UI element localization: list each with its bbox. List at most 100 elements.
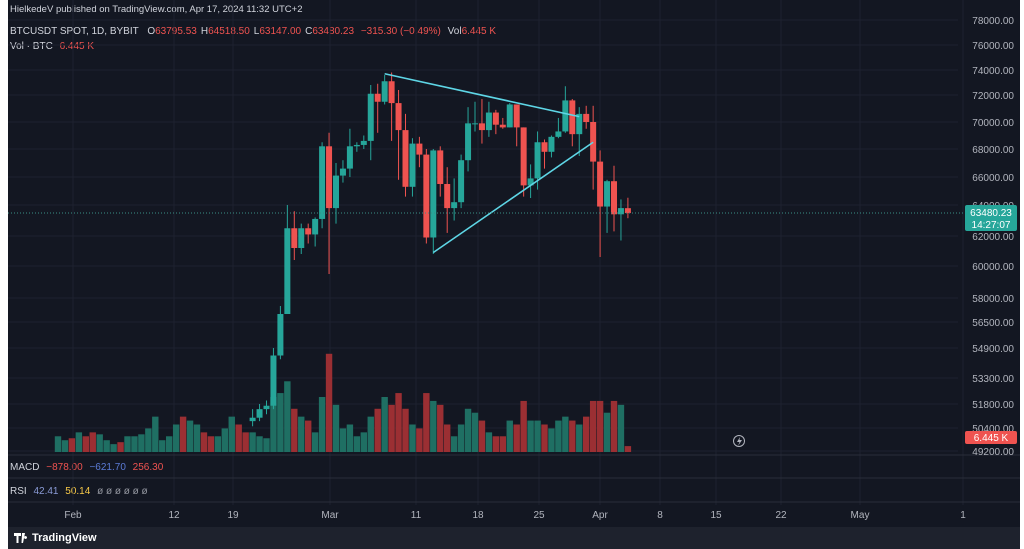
volume-bar	[596, 400, 604, 452]
volume-bar	[159, 440, 166, 452]
volume-bar	[450, 436, 458, 452]
volume-bar	[548, 428, 555, 452]
volume-bar	[131, 436, 138, 452]
tradingview-logo-icon	[14, 533, 28, 543]
time-tick-label: 25	[533, 510, 545, 521]
volume-bar	[569, 420, 576, 452]
volume-bar	[339, 428, 347, 452]
volume-bar	[583, 416, 590, 452]
volume-bar	[395, 393, 402, 452]
candle-body	[520, 127, 527, 186]
volume-bar	[478, 420, 486, 452]
volume-bar	[541, 424, 548, 452]
macd-label: MACD	[10, 462, 40, 473]
volume-bar	[284, 381, 291, 452]
volume-bar	[75, 432, 83, 452]
lightning-icon	[733, 435, 745, 447]
time-tick-label: Mar	[321, 510, 339, 521]
ohlc-key-o: O	[147, 26, 156, 37]
volume-bar	[332, 404, 340, 452]
volume-bar	[221, 428, 228, 452]
macd-value-3: 256.30	[132, 462, 164, 473]
macd-value-2: −621.70	[89, 462, 126, 473]
candle-body	[249, 417, 256, 422]
rsi-na-values: ø ø ø ø ø ø	[97, 486, 148, 497]
price-tick-label: 68000.00	[972, 145, 1014, 156]
candles	[249, 72, 631, 427]
volume-badge-label: 6.445 K	[974, 433, 1009, 444]
candle-body	[624, 208, 631, 214]
volume-legend[interactable]: Vol · BTC 6.445 K	[10, 41, 94, 52]
volume-bar	[499, 436, 506, 452]
time-tick-label: 22	[775, 510, 787, 521]
volume-bar	[562, 416, 569, 452]
volume-bar	[610, 400, 618, 452]
price-tick-label: 62000.00	[972, 232, 1014, 243]
footer-brand[interactable]: TradingView	[32, 532, 97, 544]
volume-bar	[353, 436, 361, 452]
candle-body	[346, 146, 353, 169]
symbol-title[interactable]: BTCUSDT SPOT, 1D, BYBIT	[10, 26, 139, 37]
time-tick-label: May	[851, 510, 870, 521]
volume-bar	[346, 424, 354, 452]
volume-bar	[311, 432, 319, 452]
time-tick-label: 1	[960, 510, 966, 521]
candle-body	[548, 136, 555, 152]
volume-bar	[193, 424, 201, 452]
volume-bar	[360, 432, 367, 452]
volume-bar	[437, 404, 444, 452]
candle-body	[499, 124, 506, 128]
volume-bar	[513, 424, 520, 452]
volume-bar	[402, 408, 409, 452]
candle-body	[527, 178, 534, 186]
volume-bar	[617, 404, 625, 452]
volume-legend-value: 6.445 K	[59, 41, 95, 52]
volume-bar	[464, 408, 472, 452]
candle-body	[534, 142, 541, 179]
volume-badge	[965, 431, 1017, 444]
time-tick-label: 12	[168, 510, 180, 521]
time-tick-label: 15	[710, 510, 722, 521]
candle-body	[569, 100, 576, 135]
volume-bar	[624, 446, 632, 452]
price-tick-label: 51800.00	[972, 400, 1014, 411]
last-price-label: 63480.23	[970, 208, 1012, 219]
ohlc-key-l: L	[253, 26, 260, 37]
trendlines	[8, 72, 963, 254]
candle-body	[458, 160, 465, 203]
macd-legend[interactable]: MACD −878.00 −621.70 256.30	[10, 462, 163, 473]
candle-body	[284, 228, 291, 314]
candle-body	[555, 131, 562, 137]
symbol-legend: BTCUSDT SPOT, 1D, BYBIT O63795.53 H64518.…	[10, 26, 496, 37]
price-tick-label: 60000.00	[972, 262, 1014, 273]
time-tick-label: 11	[411, 510, 422, 521]
candle-body	[437, 150, 444, 184]
candle-body	[298, 228, 305, 248]
candle-body	[423, 154, 430, 238]
candle-body	[395, 103, 402, 131]
volume-bar	[96, 434, 103, 452]
volume-bar	[555, 420, 562, 452]
publisher-line: HielkedeV published on TradingView.com, …	[10, 4, 303, 15]
volume-bar	[207, 436, 215, 452]
change-value: −315.30 (−0.49%)	[360, 26, 441, 37]
rsi-value-2: 50.14	[65, 486, 91, 497]
volume-bar	[235, 424, 242, 452]
candle-body	[339, 168, 346, 176]
candle-body	[485, 112, 492, 131]
ohlc-value-h: 64518.50	[208, 26, 250, 37]
price-tick-label: 49200.00	[972, 447, 1014, 458]
price-chart[interactable]: 78000.00 76000.00 74000.00 72000.00 70000.00…	[8, 0, 1020, 527]
volume-bar	[388, 404, 395, 452]
price-tick-label: 56500.00	[972, 318, 1014, 329]
candle-body	[472, 123, 478, 125]
time-tick-label: 18	[472, 510, 484, 521]
rsi-legend[interactable]: RSI 42.41 50.14 ø ø ø ø ø ø	[10, 486, 148, 497]
time-tick-label: Feb	[64, 510, 82, 521]
trendline-lower	[432, 141, 594, 254]
volume-bar	[520, 400, 527, 452]
volume-bar	[534, 420, 541, 452]
volume-bar	[256, 436, 263, 452]
rsi-label: RSI	[10, 486, 27, 497]
candle-body	[492, 112, 499, 125]
